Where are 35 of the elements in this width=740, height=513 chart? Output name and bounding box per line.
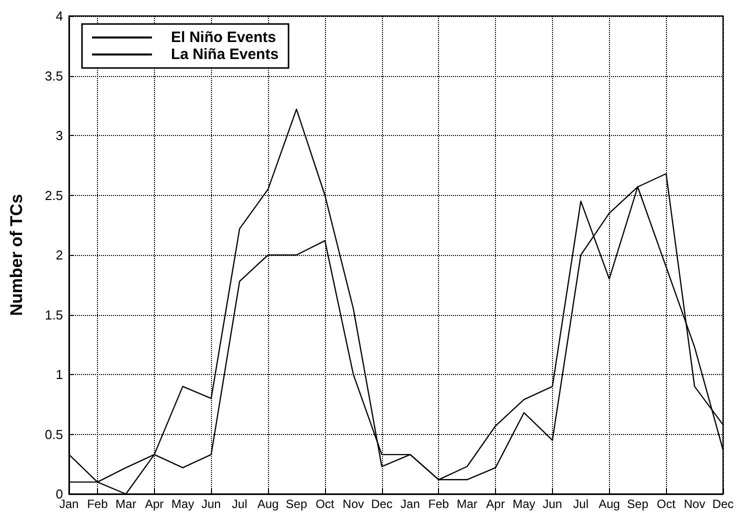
y-tick-label: 4	[56, 8, 63, 24]
x-tick-label: Apr	[144, 497, 164, 511]
x-tick-label: Feb	[428, 497, 450, 511]
x-tick-label: Feb	[87, 497, 108, 511]
y-tick-label: 0.5	[44, 426, 63, 442]
x-tick-label: May	[171, 497, 194, 511]
x-tick-label: Jul	[232, 497, 248, 511]
y-tick-label: 2.5	[44, 188, 63, 203]
x-tick-label: Dec	[712, 497, 734, 511]
y-tick-label: 1	[56, 367, 63, 382]
x-tick-label: Jul	[573, 497, 588, 511]
y-tick-label: 3	[56, 128, 63, 143]
x-tick-label: Aug	[257, 497, 279, 511]
x-tick-label: Sep	[286, 497, 308, 511]
x-tick-label: Oct	[656, 497, 676, 511]
legend-label: El Niño Events	[171, 29, 276, 46]
x-tick-label: Jun	[542, 497, 562, 511]
x-tick-label: Nov	[684, 497, 706, 511]
x-tick-label: Jun	[201, 497, 221, 511]
y-tick-label: 0	[56, 486, 63, 502]
x-tick-label: May	[512, 497, 536, 511]
y-tick-label: 3.5	[44, 68, 63, 84]
legend-label: La Niña Events	[171, 46, 279, 63]
x-tick-label: Sep	[627, 497, 649, 511]
y-axis-title: Number of TCs	[7, 194, 26, 316]
x-tick-label: Apr	[486, 497, 505, 511]
x-tick-label: Aug	[598, 497, 620, 511]
x-tick-label: Nov	[342, 497, 364, 511]
y-tick-label: 1.5	[44, 307, 63, 322]
x-tick-label: Mar	[116, 497, 136, 511]
x-tick-label: Dec	[371, 497, 392, 511]
y-tick-label: 2	[56, 248, 63, 262]
x-tick-label: Jan	[400, 497, 420, 511]
x-tick-label: Mar	[456, 497, 478, 511]
x-tick-label: Oct	[316, 497, 335, 511]
